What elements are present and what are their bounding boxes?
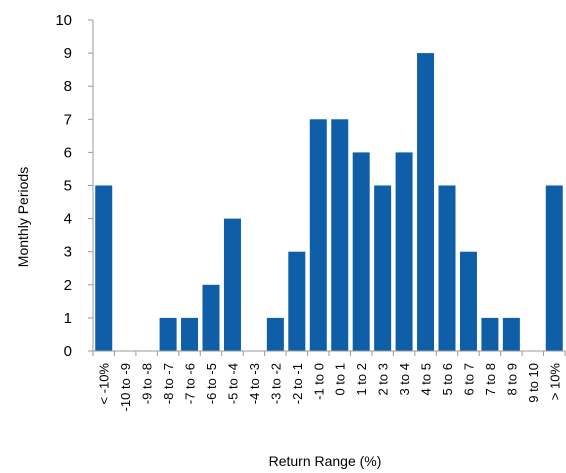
bar [417,53,435,351]
x-tick-label: 4 to 5 [419,363,434,396]
y-axis-ticks: 0 1 2 3 4 5 6 7 8 9 10 [55,12,93,360]
x-tick-label: 7 to 8 [483,363,498,396]
x-tick-label: -7 to -6 [183,363,198,404]
x-tick-label: -10 to -9 [118,363,133,411]
x-tick-label: -3 to -2 [268,363,283,404]
x-tick-label: < -10% [97,363,112,405]
x-tick-label: -9 to -8 [140,363,155,404]
y-tick-label: 10 [55,12,72,29]
y-axis-title: Monthly Periods [15,167,31,267]
bar [502,317,520,351]
y-tick-label: 5 [64,178,72,195]
bar [481,317,499,351]
bars [95,53,563,351]
x-tick-label: 6 to 7 [461,363,476,396]
x-tick-label: -2 to -1 [290,363,305,404]
y-tick-label: 3 [64,244,72,261]
x-tick-label: -8 to -7 [161,363,176,404]
bar [223,218,241,351]
x-axis-tick-marks [92,351,566,356]
y-tick-label: 1 [64,310,72,327]
bar [545,185,563,351]
x-tick-label: -1 to 0 [311,363,326,400]
bar [459,251,477,351]
x-tick-label: 1 to 2 [354,363,369,396]
bar [331,119,349,351]
bar [202,284,220,351]
bar [374,185,392,351]
x-tick-label: 8 to 9 [504,363,519,396]
bar [395,152,413,351]
y-tick-label: 6 [64,144,72,161]
x-tick-label: 5 to 6 [440,363,455,396]
y-tick-label: 9 [64,45,72,62]
bar [159,317,177,351]
bar [438,185,456,351]
x-tick-label: 3 to 4 [397,363,412,396]
x-tick-label: -6 to -5 [204,363,219,404]
x-tick-label: -4 to -3 [247,363,262,404]
bar [266,317,284,351]
y-tick-label: 2 [64,277,72,294]
x-axis-tick-labels: < -10% -10 to -9 -9 to -8 -8 to -7 -7 to -6-… [97,363,563,412]
bar [288,251,306,351]
y-tick-label: 7 [64,111,72,128]
x-tick-label: 2 to 3 [376,363,391,396]
bar [309,119,327,351]
bar [352,152,370,351]
y-tick-label: 8 [64,78,72,95]
x-axis-title: Return Range (%) [269,453,382,469]
bar [95,185,113,351]
x-tick-label: 0 to 1 [333,363,348,396]
bar [181,317,199,351]
x-tick-label: 9 to 10 [526,363,541,403]
y-tick-label: 0 [64,343,72,360]
x-tick-label: -5 to -4 [225,363,240,404]
x-tick-label: > 10% [547,363,562,401]
y-tick-label: 4 [64,211,72,228]
